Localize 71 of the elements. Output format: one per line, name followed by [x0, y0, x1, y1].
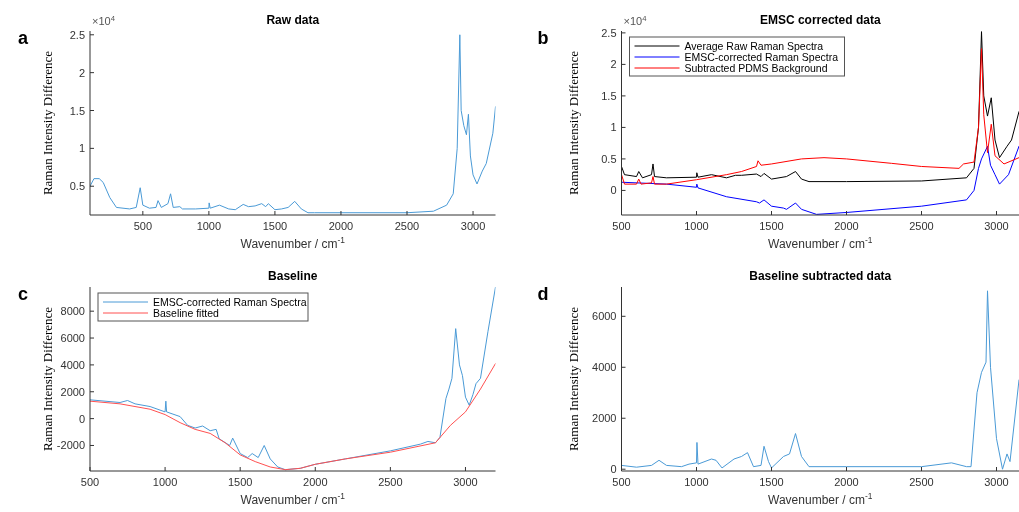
- x-tick-label: 500: [133, 220, 153, 232]
- y-tick-label: 1: [78, 142, 85, 155]
- x-tick-label: 500: [612, 220, 631, 232]
- y-tick-label: 2.5: [69, 28, 85, 41]
- y-tick-label: 1.5: [601, 89, 617, 102]
- text: c: [18, 284, 29, 304]
- x-tick-label: 1500: [759, 220, 784, 232]
- x-axis-title: Wavenumber / cm$^{-1}$: [768, 491, 873, 507]
- x-tick-label: 1500: [262, 220, 288, 232]
- text: a: [18, 28, 29, 48]
- legend-label: Average Raw Raman Spectra: [684, 40, 824, 52]
- x-tick-label: 3000: [984, 476, 1009, 488]
- x-tick-label: 3000: [984, 220, 1009, 232]
- x-axis-title: Wavenumber / cm$^{-1}$: [240, 491, 346, 507]
- y-tick-label: 2.5: [601, 26, 617, 39]
- y-axis-title: Raman Intensity Difference: [40, 50, 55, 196]
- x-tick-label: 2500: [909, 220, 934, 232]
- legend-label: EMSC-corrected Raman Spectra: [153, 296, 307, 308]
- y-tick-label: 0: [610, 184, 617, 197]
- x-tick-label: 2500: [378, 476, 403, 488]
- chart-title: Raw data: [266, 13, 320, 27]
- y-tick-label: 0.5: [69, 180, 85, 193]
- x-tick-label: 2000: [834, 476, 859, 488]
- chart-title: EMSC corrected data: [759, 13, 881, 27]
- text: ×10$^{4}$: [92, 13, 116, 27]
- y-tick-label: 2000: [60, 385, 85, 398]
- x-tick-label: 500: [612, 476, 631, 488]
- x-axis-title: Wavenumber / cm$^{-1}$: [768, 235, 873, 251]
- x-tick-label: 500: [80, 476, 100, 488]
- legend-label: Subtracted PDMS Background: [684, 62, 828, 74]
- y-axis-title: Raman Intensity Difference: [40, 306, 55, 452]
- y-tick-label: 4000: [592, 361, 617, 374]
- x-tick-label: 2000: [834, 220, 859, 232]
- y-tick-label: 2: [78, 66, 85, 79]
- chart-title: Baseline: [268, 269, 318, 283]
- y-tick-label: 8000: [60, 305, 85, 318]
- chart-title: Baseline subtracted data: [749, 269, 892, 283]
- x-tick-label: 1000: [196, 220, 222, 232]
- line-series: [90, 34, 496, 214]
- y-tick-label: 0: [610, 463, 617, 476]
- text: ×10$^{4}$: [623, 13, 648, 27]
- y-tick-label: 2: [610, 58, 617, 71]
- y-tick-label: 0.5: [601, 152, 617, 165]
- text: d: [537, 284, 549, 304]
- y-tick-label: 0: [78, 412, 85, 425]
- y-tick-label: 4000: [60, 358, 85, 371]
- x-tick-label: 1000: [684, 220, 709, 232]
- x-tick-label: 3000: [453, 476, 478, 488]
- y-tick-label: 1.5: [69, 104, 85, 117]
- y-tick-label: -2000: [56, 439, 85, 452]
- y-axis-title: Raman Intensity Difference: [565, 306, 581, 452]
- x-tick-label: 1500: [227, 476, 253, 488]
- x-tick-label: 1500: [759, 476, 784, 488]
- x-tick-label: 1000: [152, 476, 178, 488]
- legend-label: Baseline fitted: [153, 307, 220, 319]
- line-series: [621, 290, 1019, 470]
- x-axis-title: Wavenumber / cm$^{-1}$: [240, 235, 346, 251]
- x-tick-label: 1000: [684, 476, 709, 488]
- y-axis-title: Raman Intensity Difference: [565, 50, 581, 196]
- y-tick-label: 6000: [592, 310, 617, 323]
- line-series: [90, 287, 496, 471]
- x-tick-label: 2500: [909, 476, 934, 488]
- y-tick-label: 6000: [60, 332, 85, 345]
- y-tick-label: 1: [610, 121, 617, 134]
- text: b: [537, 28, 549, 48]
- y-tick-label: 2000: [592, 412, 617, 425]
- x-tick-label: 2000: [328, 220, 354, 232]
- x-tick-label: 3000: [460, 220, 486, 232]
- x-tick-label: 2500: [394, 220, 420, 232]
- x-tick-label: 2000: [303, 476, 328, 488]
- legend-label: EMSC-corrected Raman Spectra: [684, 51, 839, 63]
